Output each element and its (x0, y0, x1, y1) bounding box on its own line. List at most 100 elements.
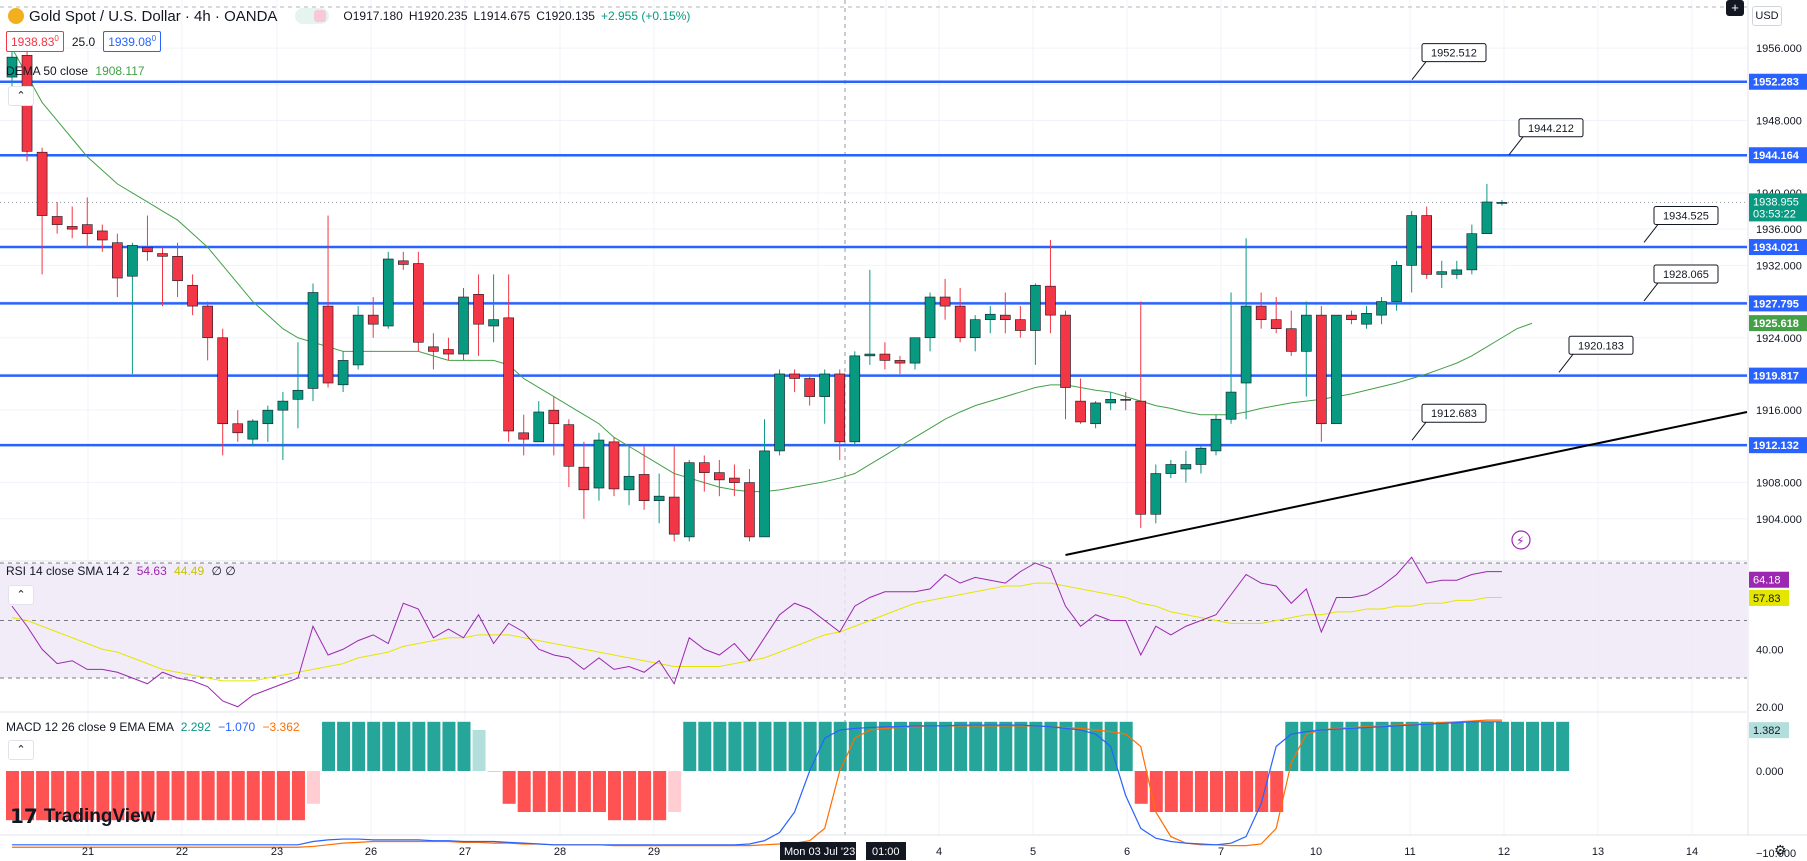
macd-legend[interactable]: MACD 12 26 close 9 EMA EMA 2.292 −1.070 … (6, 720, 300, 734)
macd-histogram-bar (186, 771, 200, 821)
ohlc-low: L1914.675 (473, 9, 531, 23)
candle-up (1165, 464, 1177, 474)
macd-histogram-bar (21, 771, 35, 821)
visibility-toggle-icon[interactable] (295, 8, 330, 24)
macd-histogram-bar (261, 771, 275, 821)
macd-histogram-bar (1164, 771, 1178, 812)
macd-histogram-bar (352, 721, 366, 771)
collapse-rsi-button[interactable]: ⌃ (8, 585, 34, 605)
macd-histogram-bar (1315, 721, 1329, 771)
candle-up (1481, 201, 1493, 234)
tradingview-brand: TradingView (43, 805, 156, 827)
buy-button[interactable]: 1939.080 (103, 31, 162, 52)
macd-histogram-bar (562, 771, 576, 812)
macd-legend-value: 2.292 (180, 720, 211, 734)
macd-histogram-bar (1149, 771, 1163, 812)
macd-histogram-bar (36, 771, 50, 821)
macd-histogram-bar (307, 771, 320, 804)
macd-histogram-bar (111, 771, 125, 821)
macd-histogram-bar (201, 771, 215, 821)
macd-histogram-bar (291, 771, 305, 821)
symbol-title[interactable]: Gold Spot / U.S. Dollar · 4h · OANDA (29, 7, 278, 25)
macd-histogram-bar (1556, 721, 1570, 771)
candles (6, 39, 1508, 542)
callout-box (1518, 118, 1584, 138)
candle-down (1075, 400, 1086, 423)
macd-histogram-bar (1360, 721, 1374, 771)
price-callouts[interactable]: 1952.512 1944.212 1934.525 1928.065 1920.183… (1411, 43, 1719, 550)
macd-histogram-bar (1435, 721, 1449, 771)
candle-up (1391, 265, 1402, 302)
candle-up (653, 495, 665, 501)
ohlc-change: +2.955 (+0.15%) (600, 9, 691, 23)
candle-up (1150, 473, 1162, 515)
macd-histogram-bar (1526, 721, 1540, 771)
macd-histogram-bar (382, 721, 396, 771)
macd-histogram-bar (532, 771, 546, 812)
trendline[interactable] (1065, 411, 1748, 556)
macd-histogram-bar (713, 721, 727, 771)
macd-histogram-bar (171, 771, 185, 821)
callout-pointer (1411, 421, 1427, 441)
candle-down (954, 305, 966, 339)
candle-up (247, 420, 259, 440)
macd-histogram-bar (683, 721, 697, 771)
macd-histogram-bar (547, 771, 561, 812)
candle-down (714, 472, 725, 481)
currency-button[interactable]: USD (1752, 6, 1782, 26)
macd-histogram-bar (412, 721, 426, 771)
rsi-legend[interactable]: RSI 14 close SMA 14 2 54.63 44.49 ∅ ∅ (6, 564, 236, 578)
sell-button[interactable]: 1938.830 (6, 31, 64, 52)
candle-up (1105, 399, 1116, 404)
candle-up (458, 296, 469, 355)
macd-histogram-bar (1541, 721, 1555, 771)
time-tick-label: 5 (1030, 846, 1036, 858)
price-tick-label: 1948.000 (1756, 116, 1802, 128)
candle-down (548, 409, 560, 425)
candle-down (1270, 319, 1282, 330)
macd-histogram-bar (1450, 721, 1464, 771)
candle-down (1060, 314, 1071, 388)
alert-lightning-glyph: ⚡ (1516, 534, 1524, 548)
candle-up (1376, 301, 1387, 316)
collapse-legend-button[interactable]: ⌃ (8, 86, 34, 106)
macd-hist-legend-value: −3.362 (262, 720, 300, 734)
macd-histogram-bar (457, 721, 471, 771)
macd-histogram-bar (1480, 721, 1494, 771)
collapse-macd-button[interactable]: ⌃ (8, 740, 34, 760)
macd-histogram-bar (427, 721, 441, 771)
settings-gear-icon[interactable]: ⚙ (1774, 842, 1787, 858)
add-icon[interactable]: + (1726, 0, 1744, 16)
candle-down (367, 314, 379, 325)
macd-histogram-bar (668, 771, 682, 812)
time-axis[interactable]: 21 22 23 26 27 28 29 Mon 03 Jul '23 01:00 4 5 6 7 10 1… (82, 842, 1698, 860)
candle-up (6, 56, 18, 78)
rsi-legend-value: 54.63 (136, 564, 167, 578)
macd-histogram-bar (442, 721, 456, 771)
candle-down (187, 284, 198, 307)
macd-histogram-bar (1495, 721, 1509, 771)
candle-down (1045, 285, 1056, 316)
dema-legend[interactable]: DEMA 50 close 1908.117 (6, 64, 145, 78)
macd-histogram-bar (592, 771, 606, 812)
price-level-label: 1952.283 (1753, 77, 1799, 89)
support-resistance-levels[interactable] (0, 80, 1747, 447)
macd-histogram-bar (848, 721, 862, 771)
macd-histogram-bar (1240, 771, 1254, 812)
price-tick-label: 1908.000 (1756, 478, 1802, 490)
candle-up (382, 258, 394, 327)
candle-down (1120, 399, 1131, 401)
candle-up (292, 389, 304, 400)
alert-lightning-icon (1511, 530, 1531, 550)
candle-down (66, 226, 78, 230)
candle-up (1451, 269, 1463, 275)
rsi-sma-value-tag (1749, 589, 1789, 606)
candle-down (36, 151, 48, 216)
candle-up (1496, 202, 1508, 204)
price-axis[interactable]: 1956.0001952.0001948.0001944.0001940.000… (1749, 43, 1807, 860)
candle-down (999, 314, 1011, 320)
tradingview-logo[interactable]: 𝟭𝟳 TradingView (10, 804, 155, 829)
candle-up (1406, 215, 1417, 266)
macd-histogram-bar (1134, 771, 1148, 804)
